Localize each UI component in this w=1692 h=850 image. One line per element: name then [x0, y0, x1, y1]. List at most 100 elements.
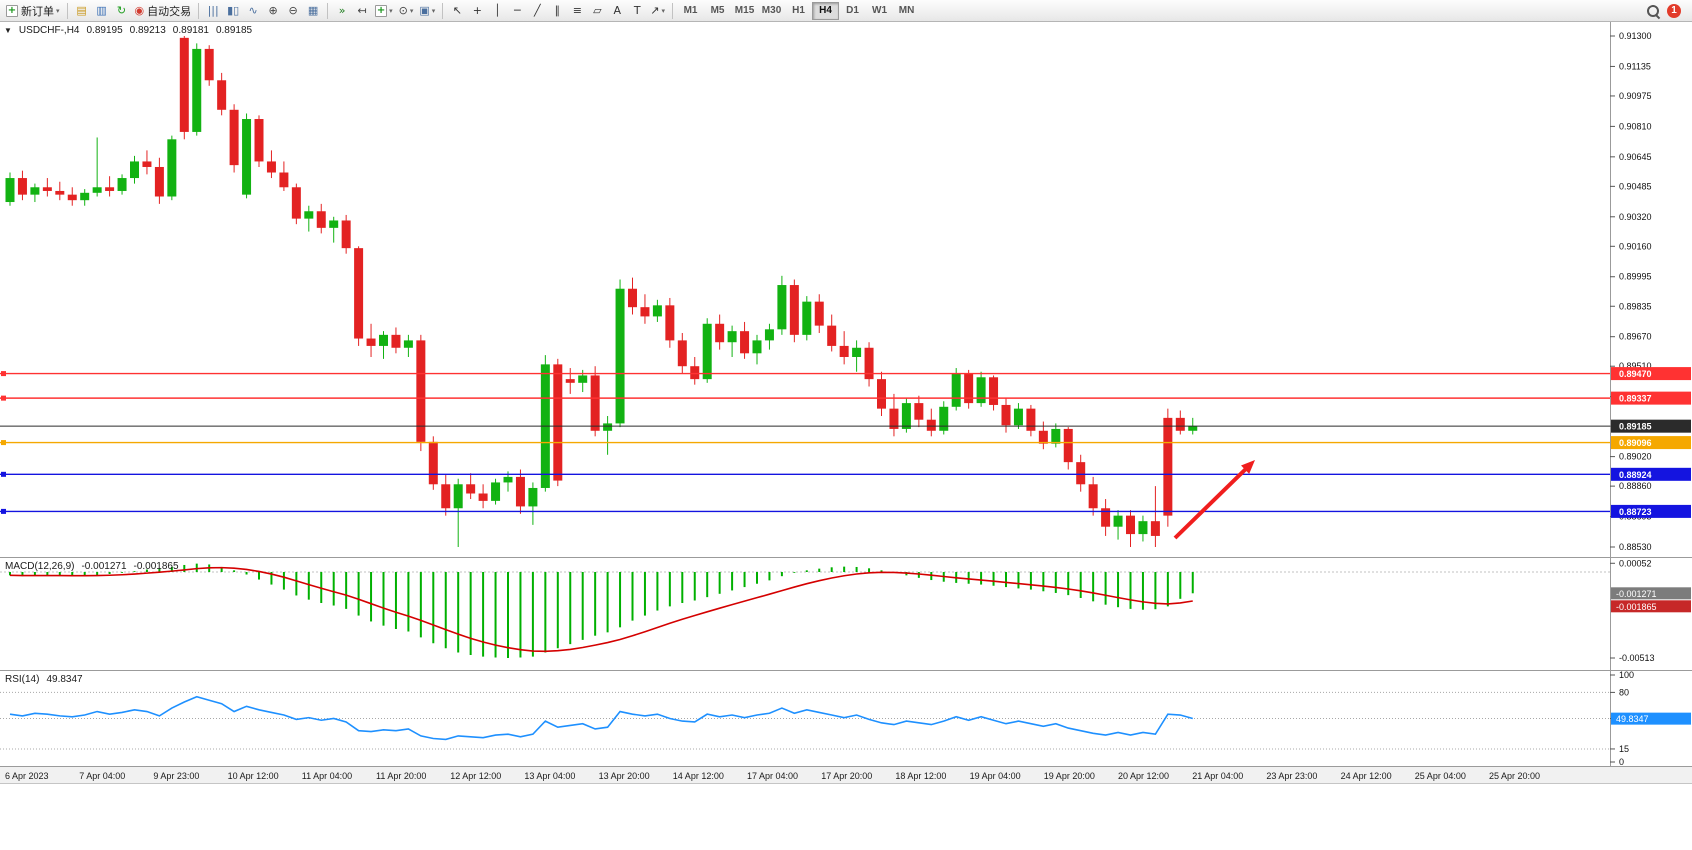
dropdown-arrow-icon: ▾ [431, 7, 436, 15]
new-order-button-label: 新订单 [21, 5, 54, 18]
timeframe-h1-button[interactable]: H1 [785, 2, 812, 20]
horizontal-line-button[interactable]: ─ [507, 1, 527, 20]
indicators-button[interactable]: + ▾ [372, 1, 396, 20]
price-axis-label: 0.90810 [1619, 121, 1652, 131]
time-axis-label: 7 Apr 04:00 [79, 771, 126, 781]
price-axis-label: 0.88860 [1619, 481, 1652, 491]
text-icon: A [613, 4, 622, 17]
toolbar-separator [198, 2, 200, 19]
time-axis-label: 11 Apr 20:00 [376, 771, 427, 781]
price-axis-label: 0.89835 [1619, 301, 1652, 311]
auto-trading-button[interactable]: ◉ 自动交易 [132, 1, 195, 20]
clock-icon: ⊙ [398, 4, 408, 17]
price-tag-label: 0.89337 [1619, 394, 1652, 404]
symbol-period-label: USDCHF-,H4 [18, 25, 80, 36]
trend-arrow-head[interactable] [1241, 460, 1255, 474]
auto-trading-icon: ◉ [134, 4, 145, 17]
trendline-button[interactable]: ╱ [527, 1, 547, 20]
price-axis-label: 0.90485 [1619, 181, 1652, 191]
timeframe-w1-button[interactable]: W1 [866, 2, 893, 20]
crosshair-button[interactable]: + [467, 1, 487, 20]
horizontal-line-icon: ─ [513, 4, 521, 17]
fibonacci-button[interactable]: ≡ [567, 1, 587, 20]
market-watch-button[interactable]: ▤ [72, 1, 92, 20]
timeframe-h4-button[interactable]: H4 [812, 1, 840, 20]
price-axis-label: 0.89670 [1619, 332, 1652, 342]
zoom-out-button[interactable]: ⊖ [283, 1, 303, 20]
timeframe-m1-button[interactable]: M1 [677, 2, 704, 20]
candles [5, 36, 1198, 547]
macd-panel: 0.00052 -0.00513 -0.001271 -0.001865 MACD(1… [0, 557, 1692, 670]
label-button[interactable]: T [627, 1, 647, 20]
time-axis-label: 25 Apr 20:00 [1489, 771, 1541, 781]
timeframe-mn-button[interactable]: MN [893, 2, 920, 20]
refresh-button[interactable]: ↻ [112, 1, 132, 20]
line-anchor-handle[interactable] [1, 395, 6, 401]
cursor-button[interactable]: ↖ [447, 1, 467, 20]
template-icon: ▣ [419, 4, 430, 17]
line-anchor-handle[interactable] [1, 471, 6, 477]
tile-windows-button[interactable]: ▦ [303, 1, 323, 20]
new-order-button[interactable]: + 新订单 ▾ [3, 1, 63, 20]
arrow-tool-icon: ↗ [650, 4, 660, 17]
candlestick-button[interactable]: ▮▯ [223, 1, 243, 20]
search-icon[interactable] [1646, 4, 1660, 18]
macd-name: MACD(12,26,9) [5, 561, 75, 572]
macd-chart[interactable]: 0.00052 -0.00513 -0.001271 -0.001865 [0, 558, 1692, 670]
bar-chart-icon: ||| [207, 4, 219, 17]
templates-button[interactable]: ▣ ▾ [416, 1, 438, 20]
price-tag [1611, 367, 1691, 381]
data-window-button[interactable]: ▥ [92, 1, 112, 20]
ohlc-open: 0.89195 [86, 25, 123, 36]
auto-scroll-button[interactable]: » [332, 1, 352, 20]
arrows-button[interactable]: ↗ ▾ [647, 1, 668, 20]
price-axis-label: 0.89510 [1619, 361, 1652, 371]
line-chart-button[interactable]: ∿ [243, 1, 263, 20]
shapes-icon: ▱ [593, 4, 602, 17]
vertical-line-button[interactable]: │ [487, 1, 507, 20]
auto-trading-button-label: 自动交易 [147, 5, 192, 18]
timeframe-m5-button[interactable]: M5 [704, 2, 731, 20]
quick-trade-toggle-icon[interactable]: ▼ [4, 26, 12, 35]
shapes-button[interactable]: ▱ [587, 1, 607, 20]
time-axis-label: 12 Apr 12:00 [450, 771, 502, 781]
timeframe-d1-button[interactable]: D1 [839, 2, 866, 20]
line-anchor-handle[interactable] [1, 440, 6, 446]
time-axis-label: 23 Apr 23:00 [1266, 771, 1318, 781]
price-tag-label: 0.88924 [1619, 470, 1652, 480]
price-axis-label: 0.89020 [1619, 452, 1652, 462]
line-anchor-handle[interactable] [1, 371, 6, 377]
time-axis-label: 13 Apr 20:00 [598, 771, 650, 781]
timeframe-m30-button[interactable]: M30 [758, 2, 785, 20]
tile-windows-icon: ▦ [307, 4, 319, 17]
periods-button[interactable]: ⊙ ▾ [396, 1, 417, 20]
rsi-chart[interactable]: 100805015049.8347 [0, 671, 1692, 766]
price-tag [1611, 391, 1691, 405]
rsi-axis-label: 100 [1619, 671, 1634, 680]
bar-chart-button[interactable]: ||| [203, 1, 223, 20]
new-order-icon: + [6, 4, 18, 17]
notification-badge[interactable]: 1 [1667, 3, 1681, 18]
price-chart[interactable]: 0.91300 0.91135 0.90975 0.90810 0.90645 0.904… [0, 22, 1692, 557]
macd-main-value-box [1611, 587, 1691, 600]
time-axis[interactable]: 6 Apr 2023 7 Apr 04:00 9 Apr 23:00 10 Apr 1… [0, 766, 1692, 784]
chart-shift-button[interactable]: ↤ [352, 1, 372, 20]
time-axis-label: 25 Apr 04:00 [1414, 771, 1466, 781]
time-axis-label: 14 Apr 12:00 [672, 771, 724, 781]
channel-button[interactable]: ∥ [547, 1, 567, 20]
time-axis-label: 20 Apr 12:00 [1118, 771, 1170, 781]
ohlc-low: 0.89181 [172, 25, 209, 36]
macd-signal-value: -0.001865 [133, 561, 179, 572]
trend-arrow-annotation[interactable] [1173, 466, 1249, 540]
macd-axis-label: 0.00052 [1619, 558, 1652, 568]
line-anchor-handle[interactable] [1, 508, 6, 514]
price-tag [1611, 467, 1691, 481]
timeframe-m15-button[interactable]: M15 [731, 2, 758, 20]
text-button[interactable]: A [607, 1, 627, 20]
time-axis-label: 11 Apr 04:00 [301, 771, 353, 781]
zoom-in-button[interactable]: ⊕ [263, 1, 283, 20]
macd-axis-label: -0.00513 [1619, 653, 1655, 663]
data-window-icon: ▥ [96, 4, 107, 17]
macd-histogram [9, 563, 1194, 658]
time-axis-label: 10 Apr 12:00 [227, 771, 279, 781]
